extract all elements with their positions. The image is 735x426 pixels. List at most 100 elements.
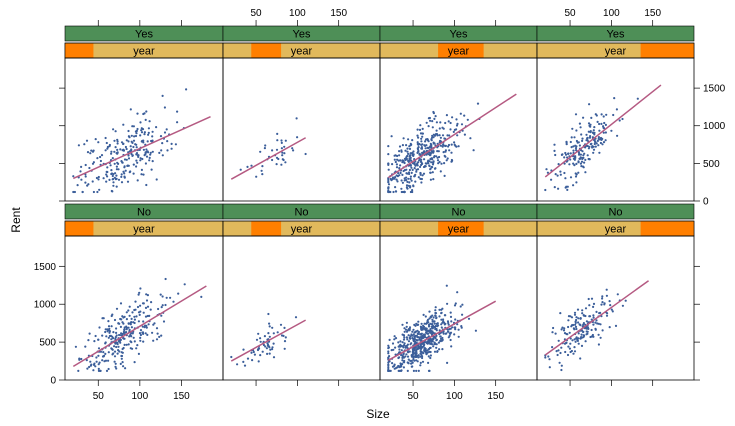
data-point	[460, 325, 463, 328]
data-point	[125, 311, 128, 314]
data-point	[573, 136, 576, 139]
data-point	[409, 152, 412, 155]
panel: Yes year	[222, 25, 381, 202]
data-point	[434, 306, 437, 309]
data-point	[594, 321, 597, 324]
data-point	[160, 149, 163, 152]
data-point	[267, 332, 270, 335]
data-point	[122, 149, 125, 152]
data-point	[151, 150, 154, 153]
data-point	[592, 302, 596, 305]
data-point	[115, 185, 118, 188]
data-point	[389, 177, 392, 181]
data-point	[88, 332, 91, 335]
data-point	[115, 331, 118, 334]
data-point	[435, 329, 438, 332]
data-point	[418, 152, 421, 155]
strip-year-marker	[640, 43, 694, 58]
strip-year-marker	[251, 43, 282, 58]
data-point	[580, 133, 583, 136]
data-point	[456, 122, 459, 125]
data-point	[578, 157, 581, 160]
data-point	[135, 315, 138, 318]
data-point	[107, 359, 110, 362]
data-point	[183, 283, 186, 286]
data-point	[446, 157, 449, 160]
data-point	[424, 147, 427, 150]
data-point	[590, 142, 593, 145]
data-point	[466, 118, 469, 121]
data-point	[416, 134, 419, 137]
data-point	[417, 332, 420, 335]
data-point	[416, 339, 419, 342]
data-point	[593, 131, 596, 134]
data-point	[401, 341, 404, 344]
data-point	[407, 152, 410, 155]
data-point	[428, 154, 432, 157]
panel: Yes year	[64, 25, 224, 202]
data-point	[123, 172, 126, 175]
data-point	[398, 167, 401, 170]
data-point	[424, 140, 427, 143]
data-point	[446, 134, 449, 137]
data-point	[117, 349, 120, 352]
data-point	[283, 152, 286, 155]
data-point	[128, 305, 131, 308]
data-point	[112, 352, 115, 355]
data-point	[271, 346, 274, 349]
data-point	[450, 143, 453, 146]
data-point	[250, 351, 253, 354]
data-point	[142, 340, 145, 343]
data-point	[388, 355, 391, 358]
data-point	[160, 306, 163, 309]
strip-row-label: No	[294, 207, 308, 219]
data-point	[570, 316, 574, 319]
data-point	[441, 348, 444, 351]
data-point	[81, 190, 84, 194]
data-point	[399, 159, 402, 162]
data-point	[406, 346, 409, 349]
data-point	[405, 172, 408, 175]
data-point	[412, 333, 415, 336]
data-point	[429, 178, 432, 181]
data-point	[409, 185, 412, 188]
data-point	[392, 190, 395, 194]
data-point	[583, 152, 586, 155]
data-point	[113, 355, 117, 358]
data-point	[281, 154, 284, 157]
strip-row-label: Yes	[607, 29, 625, 41]
data-point	[595, 310, 598, 313]
data-point	[144, 306, 148, 309]
data-point	[431, 318, 434, 321]
data-point	[594, 140, 597, 143]
data-point	[418, 336, 421, 339]
data-point	[557, 339, 560, 342]
data-point	[416, 147, 419, 150]
data-point	[582, 314, 585, 317]
data-point	[577, 332, 580, 335]
data-point	[439, 144, 442, 147]
data-point	[279, 323, 283, 326]
data-point	[403, 161, 406, 165]
data-point	[107, 351, 110, 354]
data-point	[461, 303, 464, 306]
data-point	[393, 154, 396, 157]
x-tick-label: 100	[131, 391, 148, 402]
data-point	[145, 324, 148, 327]
data-point	[136, 127, 139, 131]
data-point	[624, 299, 627, 302]
data-point	[398, 366, 401, 369]
strip-row-label: No	[451, 207, 465, 219]
data-point	[401, 181, 404, 184]
data-point	[573, 313, 577, 316]
data-point	[412, 184, 415, 187]
strip-year-label: year	[291, 46, 313, 58]
data-point	[569, 152, 572, 155]
data-point	[593, 142, 596, 146]
data-point	[410, 359, 413, 362]
data-point	[405, 321, 408, 324]
data-point	[440, 323, 443, 326]
data-point	[432, 337, 435, 340]
data-point	[141, 325, 144, 328]
data-point	[393, 335, 396, 338]
